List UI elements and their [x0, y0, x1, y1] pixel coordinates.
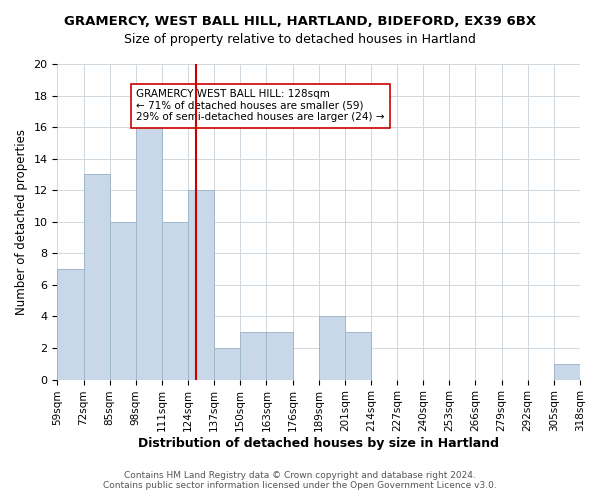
Bar — [319, 316, 345, 380]
Bar — [241, 332, 266, 380]
Text: Size of property relative to detached houses in Hartland: Size of property relative to detached ho… — [124, 32, 476, 46]
Bar — [345, 332, 371, 380]
Bar — [162, 222, 188, 380]
Bar — [136, 127, 162, 380]
Bar — [83, 174, 110, 380]
Bar — [110, 222, 136, 380]
Text: Contains HM Land Registry data © Crown copyright and database right 2024.
Contai: Contains HM Land Registry data © Crown c… — [103, 470, 497, 490]
Text: GRAMERCY WEST BALL HILL: 128sqm
← 71% of detached houses are smaller (59)
29% of: GRAMERCY WEST BALL HILL: 128sqm ← 71% of… — [136, 89, 384, 122]
X-axis label: Distribution of detached houses by size in Hartland: Distribution of detached houses by size … — [138, 437, 499, 450]
Y-axis label: Number of detached properties: Number of detached properties — [15, 129, 28, 315]
Bar — [266, 332, 293, 380]
Bar — [188, 190, 214, 380]
Bar — [554, 364, 580, 380]
Text: GRAMERCY, WEST BALL HILL, HARTLAND, BIDEFORD, EX39 6BX: GRAMERCY, WEST BALL HILL, HARTLAND, BIDE… — [64, 15, 536, 28]
Bar — [58, 269, 83, 380]
Bar — [214, 348, 241, 380]
